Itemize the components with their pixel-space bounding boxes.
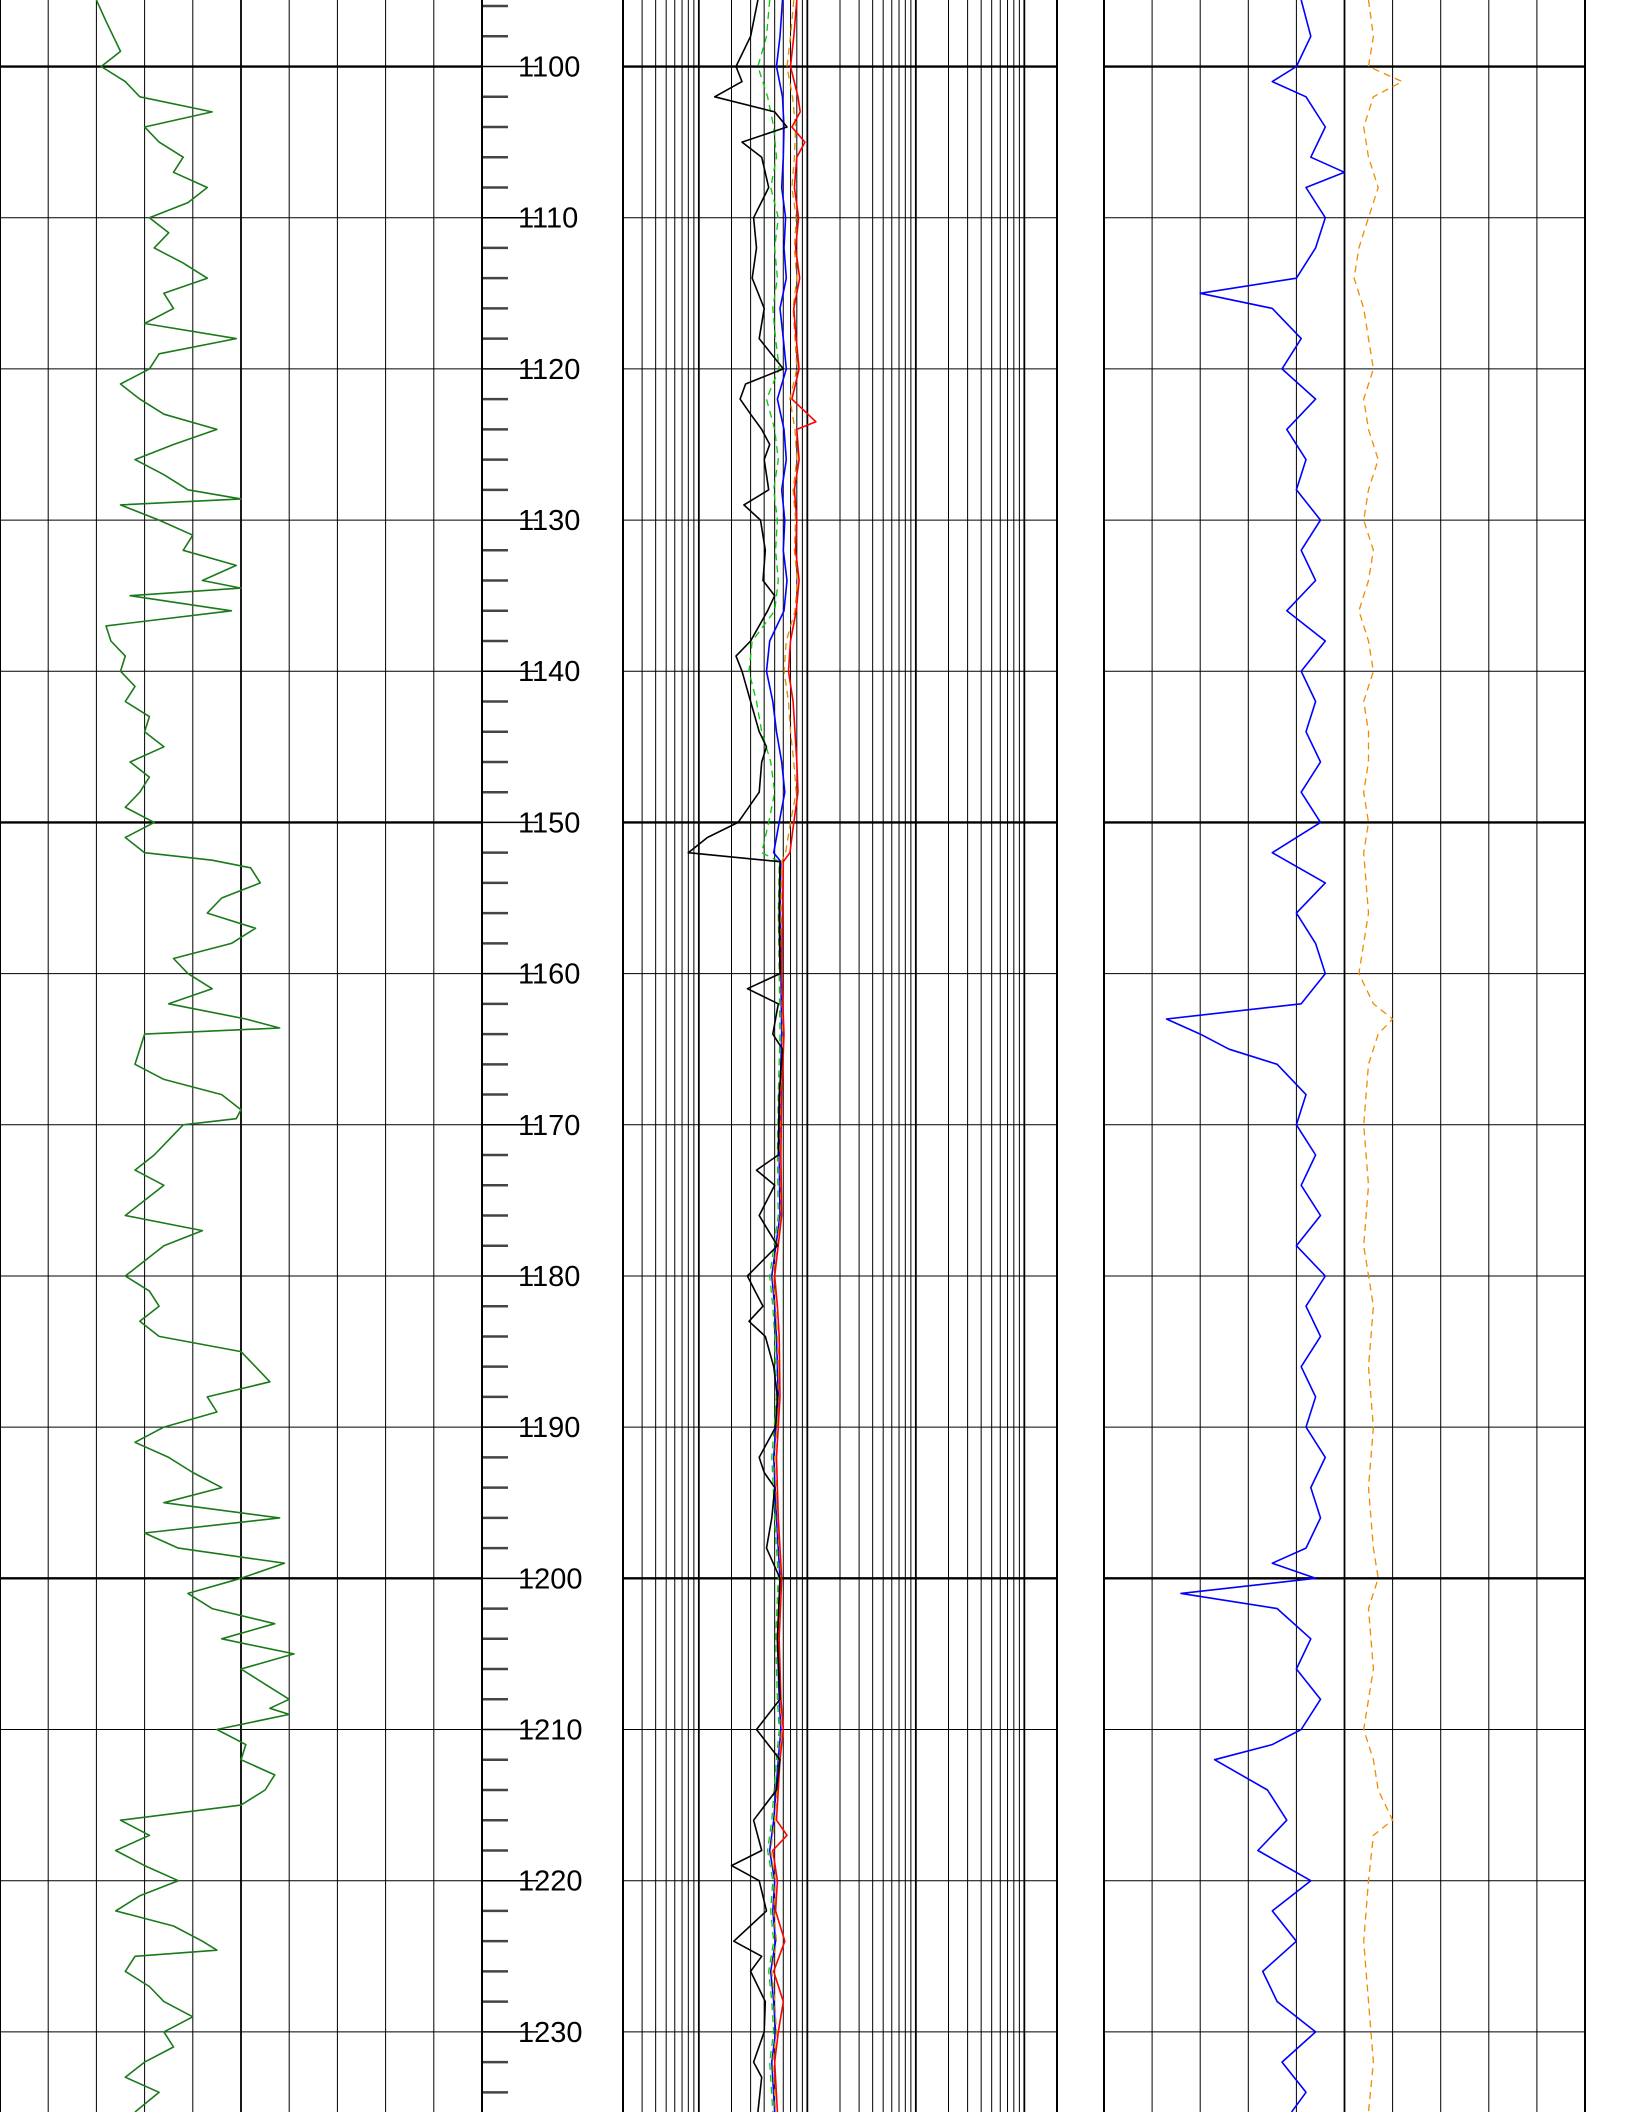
track-3-curve-2: [1353, 0, 1403, 2112]
grid: [0, 0, 1585, 2112]
depth-label: 1170: [518, 1110, 580, 1142]
depth-label: 1100: [518, 52, 580, 84]
frame: [0, 0, 1586, 2112]
depth-label: 1110: [518, 203, 578, 235]
track-3-curve-1: [1165, 0, 1346, 2112]
depth-label: 1150: [518, 807, 580, 839]
depth-label: 1130: [518, 505, 580, 537]
track-2-curve-4: [771, 0, 817, 2112]
depth-label: 1230: [518, 2017, 583, 2049]
depth-label: 1190: [518, 1412, 580, 1444]
curves: [95, 0, 1403, 2112]
depth-label: 1140: [518, 656, 580, 688]
track-2-curve-3: [770, 0, 799, 2112]
track-2-curve-1: [748, 0, 781, 2112]
depth-label: 1210: [518, 1715, 583, 1747]
depth-label: 1220: [518, 1866, 583, 1898]
depth-label: 1160: [518, 959, 580, 991]
depth-label: 1120: [518, 354, 580, 386]
depth-label: 1180: [518, 1261, 580, 1293]
depth-label: 1200: [518, 1563, 583, 1595]
track-2-curve-5: [687, 0, 788, 2112]
track-2-curve-2: [765, 0, 788, 2112]
depth-track: 1100 1110 1120 1130 1140 1150 1160 1170 1180 1190…: [482, 4, 583, 2094]
track-1-curve-1: [95, 0, 295, 2112]
